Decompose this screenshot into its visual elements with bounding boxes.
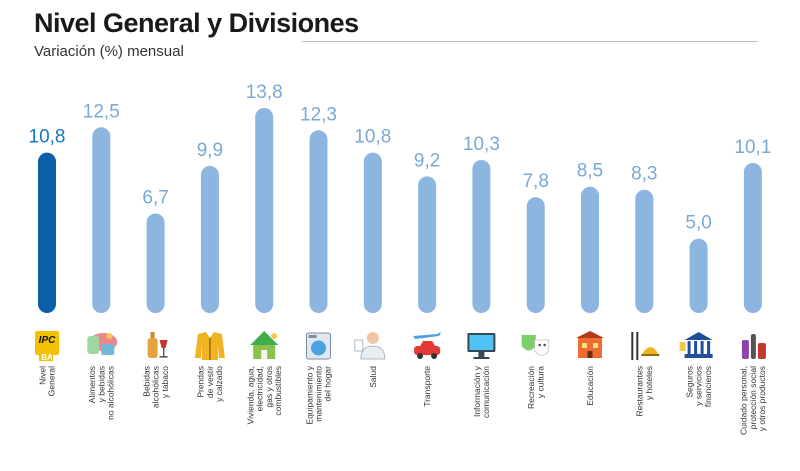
category-label-1: Alimentosy bebidasno alcohólicas [87, 366, 115, 420]
value-label-3: 9,9 [197, 140, 223, 161]
category-label-0: NivelGeneral [37, 366, 56, 396]
cutlery-icon [631, 332, 660, 360]
svg-text:IPC: IPC [39, 335, 56, 346]
cosmetics-icon [741, 334, 766, 359]
washing-machine-icon [306, 332, 331, 360]
car-plane-icon [413, 332, 442, 359]
bar-6 [363, 152, 382, 313]
value-label-6: 10,8 [354, 127, 391, 148]
wine-bottle-icon [147, 332, 168, 358]
svg-text:BA: BA [41, 353, 53, 362]
value-label-1: 12,5 [83, 101, 120, 122]
bar-3 [200, 165, 219, 313]
category-label-5: Equipamiento ymantenimientodel hogar [304, 365, 332, 424]
chart-subtitle: Variación (%) mensual [34, 43, 184, 60]
category-label-11: Restaurantesy hoteles [635, 366, 654, 417]
bar-13 [743, 162, 762, 313]
category-label-7: Transporte [422, 366, 432, 407]
bar-7 [418, 176, 437, 313]
category-label-6: Salud [368, 366, 378, 388]
value-label-7: 9,2 [414, 150, 440, 171]
bar-11 [635, 189, 654, 313]
bar-8 [472, 159, 491, 313]
value-label-2: 6,7 [142, 187, 168, 208]
bar-0 [38, 152, 56, 313]
doctor-icon [354, 332, 386, 360]
value-label-11: 8,3 [631, 164, 657, 185]
bar-5 [309, 130, 328, 313]
value-label-12: 5,0 [685, 213, 711, 234]
bar-4 [255, 108, 274, 313]
house-icon [250, 331, 279, 359]
category-label-9: Recreacióny cultura [526, 366, 545, 409]
value-label-4: 13,8 [246, 82, 283, 103]
value-label-9: 7,8 [522, 171, 548, 192]
theater-masks-icon [521, 335, 550, 356]
bar-2 [146, 213, 165, 313]
category-label-12: Segurosy serviciosfinancieros [684, 366, 712, 407]
value-label-8: 10,3 [463, 134, 500, 155]
bar-9 [526, 197, 545, 313]
bar-10 [581, 186, 599, 313]
value-label-0: 10,8 [29, 127, 66, 148]
value-label-10: 8,5 [577, 161, 603, 182]
bar-1 [92, 127, 111, 314]
category-label-3: Prendasde vestiry calzado [196, 366, 224, 402]
bar-12 [689, 238, 708, 313]
value-label-5: 12,3 [300, 104, 337, 125]
category-label-8: Información ycomunicación [472, 365, 491, 418]
jacket-icon [194, 332, 225, 360]
ipc-ba-logo-icon: IPC BA [35, 331, 59, 362]
school-building-icon [576, 331, 604, 358]
category-label-2: Bebidasalcohólicasy tabaco [141, 366, 169, 408]
category-label-13: Cuidado personal,protección socialy otro… [739, 366, 767, 435]
food-basket-icon [87, 333, 118, 355]
bank-icon [679, 332, 713, 358]
category-label-10: Educación [585, 366, 595, 406]
title-divider [302, 41, 758, 42]
category-label-4: Vivienda, agua,electricidad,gas y otrosc… [245, 366, 283, 424]
chart-title: Nivel General y Divisiones [34, 8, 359, 38]
computer-icon [467, 333, 496, 359]
value-label-13: 10,1 [734, 137, 771, 158]
